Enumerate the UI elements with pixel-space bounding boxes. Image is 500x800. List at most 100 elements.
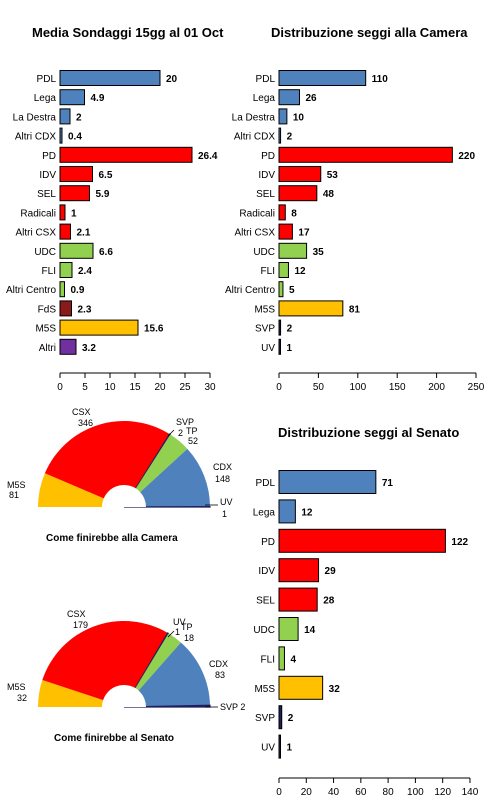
- poll-bar-11: [59, 281, 65, 298]
- camera-pie-label-tp: TP: [186, 426, 198, 436]
- poll-bar-chart: PDL 20 Lega 4.9 La Destra 2 Altri CDX 0.4 PD 26.4…: [6, 70, 218, 393]
- camera-pie-caption: Come finirebbe alla Camera: [46, 533, 178, 544]
- poll-value-label-1: 4.9: [91, 93, 105, 104]
- poll-category-label-9: UDC: [34, 247, 56, 258]
- camera-bar-7: [278, 204, 286, 221]
- senato-bar-5: [278, 617, 299, 641]
- camera-value-label-14: 1: [287, 343, 293, 354]
- camera-value-label-0: 110: [372, 74, 389, 85]
- poll-category-label-12: FdS: [38, 304, 57, 315]
- senato-tick-label-1: 20: [301, 787, 313, 798]
- poll-value-label-2: 2: [76, 112, 82, 123]
- camera-category-label-0: PDL: [256, 74, 276, 85]
- senato-value-label-7: 32: [329, 684, 341, 695]
- camera-pie-label-uv: UV: [220, 497, 233, 507]
- senato-category-label-3: IDV: [258, 566, 275, 577]
- camera-tick-label-3: 150: [389, 382, 406, 393]
- poll-tick-label-5: 25: [179, 382, 191, 393]
- camera-pie-value-svp: 2: [178, 428, 183, 438]
- senato-bar-7: [278, 675, 324, 700]
- camera-pie-slice-csx: [44, 421, 170, 507]
- camera-bar-13: [278, 319, 282, 336]
- camera-bar-8: [278, 223, 293, 240]
- senato-category-label-9: UV: [261, 743, 275, 754]
- camera-pie-center-hole: [102, 485, 146, 507]
- senato-category-label-8: SVP: [255, 713, 275, 724]
- camera-bar-4: [278, 146, 453, 163]
- camera-bar-14: [278, 338, 281, 355]
- camera-category-label-10: FLI: [261, 266, 275, 277]
- camera-semicircle-chart: [38, 421, 218, 508]
- camera-value-label-6: 48: [323, 189, 335, 200]
- camera-value-label-8: 17: [298, 228, 310, 239]
- poll-bar-10: [59, 262, 73, 278]
- senato-bar-4: [278, 587, 318, 612]
- senato-tick-label-7: 140: [462, 787, 479, 798]
- senato-value-label-5: 14: [304, 625, 316, 636]
- camera-value-label-3: 2: [287, 132, 293, 143]
- camera-value-label-7: 8: [291, 208, 297, 219]
- camera-tick-label-2: 100: [349, 382, 366, 393]
- senato-tick-label-4: 80: [383, 787, 395, 798]
- senato-tick-label-6: 120: [434, 787, 451, 798]
- poll-category-label-2: La Destra: [13, 112, 57, 123]
- poll-value-label-10: 2.4: [78, 266, 92, 277]
- poll-tick-label-1: 5: [82, 382, 88, 393]
- poll-bar-9: [59, 242, 94, 259]
- poll-tick-label-0: 0: [57, 382, 63, 393]
- poll-category-label-1: Lega: [34, 93, 57, 104]
- poll-category-label-5: IDV: [39, 170, 56, 181]
- poll-value-label-9: 6.6: [99, 247, 113, 258]
- poll-category-label-7: Radicali: [20, 208, 56, 219]
- camera-bar-2: [278, 108, 288, 125]
- camera-bar-9: [278, 242, 308, 259]
- senato-value-label-8: 2: [288, 713, 294, 724]
- camera-pie-leader-svp: [167, 429, 175, 437]
- poll-bar-2: [59, 108, 71, 125]
- poll-bar-13: [59, 319, 139, 336]
- poll-value-label-6: 5.9: [96, 189, 110, 200]
- senato-bar-0: [278, 470, 377, 494]
- senato-category-label-1: Lega: [253, 507, 276, 518]
- senato-category-label-0: PDL: [256, 478, 276, 489]
- camera-pie-label-svp: SVP: [176, 417, 194, 427]
- senato-semicircle-chart: [38, 621, 218, 708]
- poll-value-label-13: 15.6: [144, 324, 164, 335]
- senato-pie-label-svp: SVP 2: [220, 702, 245, 712]
- camera-category-label-9: UDC: [253, 247, 275, 258]
- senato-pie-leader-uv: [167, 630, 175, 638]
- poll-bar-3: [59, 127, 63, 144]
- senato-bar-3: [278, 558, 320, 583]
- camera-value-label-2: 10: [293, 112, 305, 123]
- camera-value-label-4: 220: [458, 151, 475, 162]
- camera-value-label-9: 35: [313, 247, 325, 258]
- camera-category-label-12: M5S: [254, 304, 275, 315]
- senato-bar-8: [278, 705, 283, 730]
- poll-value-label-5: 6.5: [99, 170, 113, 181]
- poll-category-label-8: Altri CSX: [15, 228, 56, 239]
- camera-bar-10: [278, 262, 289, 278]
- camera-bar-5: [278, 166, 322, 182]
- poll-category-label-13: M5S: [35, 324, 56, 335]
- camera-pie-slice-tp: [124, 434, 188, 507]
- senato-value-label-0: 71: [382, 478, 394, 489]
- poll-category-label-14: Altri: [39, 343, 56, 354]
- camera-category-label-13: SVP: [255, 324, 275, 335]
- poll-category-label-3: Altri CDX: [15, 132, 56, 143]
- camera-pie-value-m5s: 81: [9, 490, 19, 500]
- poll-tick-label-4: 20: [154, 382, 166, 393]
- senato-pie-label-m5s: M5S: [7, 682, 26, 692]
- senato-tick-label-5: 100: [407, 787, 424, 798]
- camera-category-label-14: UV: [261, 343, 275, 354]
- poll-bar-14: [59, 338, 77, 355]
- poll-bar-12: [59, 300, 72, 317]
- camera-tick-label-1: 50: [313, 382, 325, 393]
- senato-value-label-6: 4: [290, 654, 296, 665]
- camera-category-label-7: Radicali: [239, 208, 275, 219]
- poll-bar-7: [59, 204, 66, 221]
- senato-tick-label-0: 0: [276, 787, 282, 798]
- senato-pie-label-cdx: CDX: [209, 659, 228, 669]
